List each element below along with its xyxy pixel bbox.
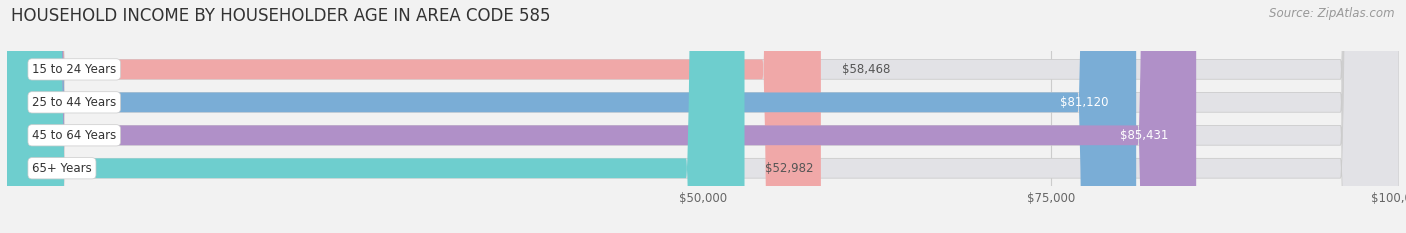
FancyBboxPatch shape: [7, 0, 1399, 233]
FancyBboxPatch shape: [7, 0, 1399, 233]
FancyBboxPatch shape: [7, 0, 1136, 233]
Text: $85,431: $85,431: [1121, 129, 1168, 142]
FancyBboxPatch shape: [7, 0, 1399, 233]
Text: $81,120: $81,120: [1060, 96, 1108, 109]
Text: $58,468: $58,468: [842, 63, 890, 76]
FancyBboxPatch shape: [7, 0, 745, 233]
Text: Source: ZipAtlas.com: Source: ZipAtlas.com: [1270, 7, 1395, 20]
Text: 45 to 64 Years: 45 to 64 Years: [32, 129, 117, 142]
Text: 25 to 44 Years: 25 to 44 Years: [32, 96, 117, 109]
FancyBboxPatch shape: [7, 0, 1399, 233]
FancyBboxPatch shape: [7, 0, 1197, 233]
Text: 15 to 24 Years: 15 to 24 Years: [32, 63, 117, 76]
Text: 65+ Years: 65+ Years: [32, 162, 91, 175]
Text: HOUSEHOLD INCOME BY HOUSEHOLDER AGE IN AREA CODE 585: HOUSEHOLD INCOME BY HOUSEHOLDER AGE IN A…: [11, 7, 551, 25]
Text: $52,982: $52,982: [765, 162, 814, 175]
FancyBboxPatch shape: [7, 0, 821, 233]
